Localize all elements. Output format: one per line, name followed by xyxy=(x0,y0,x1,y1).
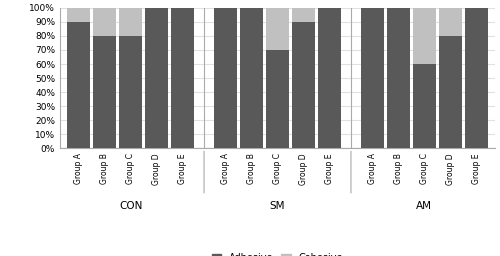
Bar xyxy=(171,8,194,148)
Bar xyxy=(119,36,142,148)
Bar xyxy=(439,36,462,148)
Bar xyxy=(119,8,142,36)
Bar xyxy=(67,8,90,22)
Bar xyxy=(292,8,315,22)
Text: CON: CON xyxy=(119,201,142,211)
Bar xyxy=(145,8,168,148)
Bar xyxy=(387,8,410,148)
Bar xyxy=(318,8,341,148)
Bar xyxy=(67,22,90,148)
Bar xyxy=(240,8,263,148)
Bar xyxy=(93,36,116,148)
Bar xyxy=(413,64,436,148)
Bar xyxy=(439,8,462,36)
Legend: Adhesive, Cohesive: Adhesive, Cohesive xyxy=(212,253,344,256)
Bar xyxy=(214,8,237,148)
Bar xyxy=(292,22,315,148)
Bar xyxy=(93,8,116,36)
Text: AM: AM xyxy=(416,201,432,211)
Bar xyxy=(361,8,384,148)
Text: SM: SM xyxy=(270,201,285,211)
Bar xyxy=(266,8,289,50)
Bar xyxy=(465,8,488,148)
Bar xyxy=(413,8,436,64)
Bar xyxy=(266,50,289,148)
